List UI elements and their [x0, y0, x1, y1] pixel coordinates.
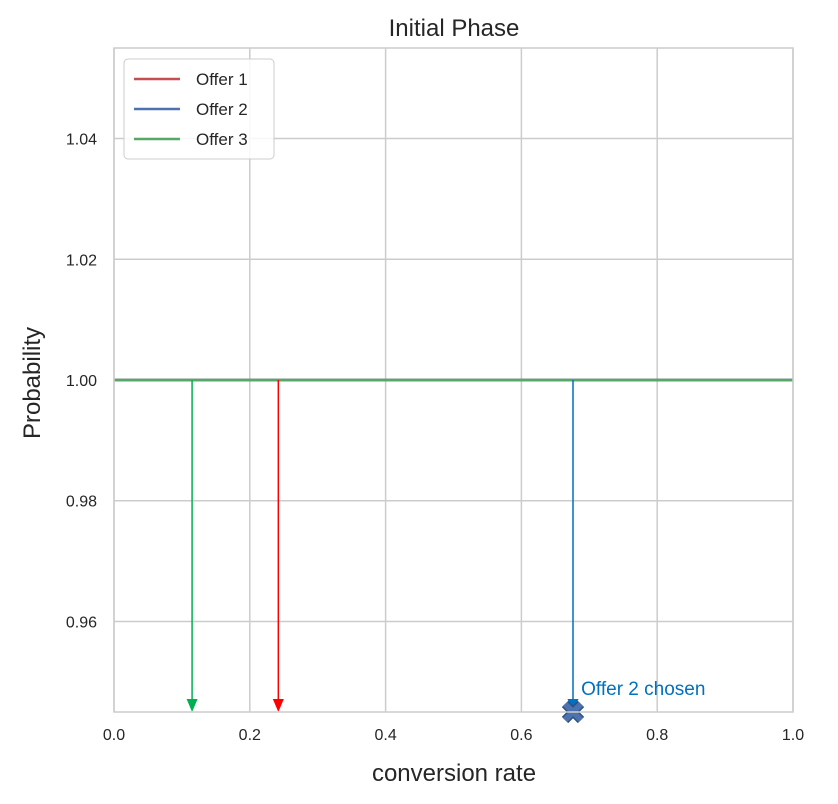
plot-frame — [113, 47, 794, 713]
arrow-head — [272, 699, 284, 712]
chart-title: Initial Phase — [389, 15, 520, 42]
legend-box — [123, 58, 275, 160]
y-tick-labels: 0.96 0.98 1.00 1.02 1.04 — [66, 132, 97, 632]
x-axis-label: conversion rate — [372, 760, 536, 787]
arrow-2 — [272, 380, 284, 712]
y-tick-label: 1.04 — [66, 132, 97, 149]
y-tick-label: 0.98 — [66, 494, 97, 511]
arrow-3 — [567, 380, 579, 712]
x-tick-label: 0.2 — [239, 727, 261, 744]
arrow-head — [567, 699, 579, 712]
x-tick-label: 0.8 — [646, 727, 668, 744]
y-axis-label: Probability — [19, 327, 46, 439]
y-tick-label: 0.96 — [66, 614, 97, 631]
legend-label-offer-3: Offer 3 — [196, 130, 248, 149]
y-tick-label: 1.00 — [66, 373, 97, 390]
arrow-head — [186, 699, 198, 712]
arrow-1 — [186, 380, 198, 712]
x-tick-label: 0.6 — [510, 727, 532, 744]
x-tick-label: 1.0 — [782, 727, 804, 744]
x-tick-label: 0.4 — [374, 727, 396, 744]
annotation-offer-2-chosen: Offer 2 chosen — [581, 679, 705, 700]
x-tick-label: 0.0 — [103, 727, 125, 744]
x-tick-labels: 0.0 0.2 0.4 0.6 0.8 1.0 — [103, 727, 804, 744]
legend-label-offer-1: Offer 1 — [196, 70, 248, 89]
y-tick-label: 1.02 — [66, 252, 97, 269]
legend-label-offer-2: Offer 2 — [196, 100, 248, 119]
arrows — [186, 380, 579, 712]
legend: Offer 1 Offer 2 Offer 3 — [123, 58, 275, 160]
